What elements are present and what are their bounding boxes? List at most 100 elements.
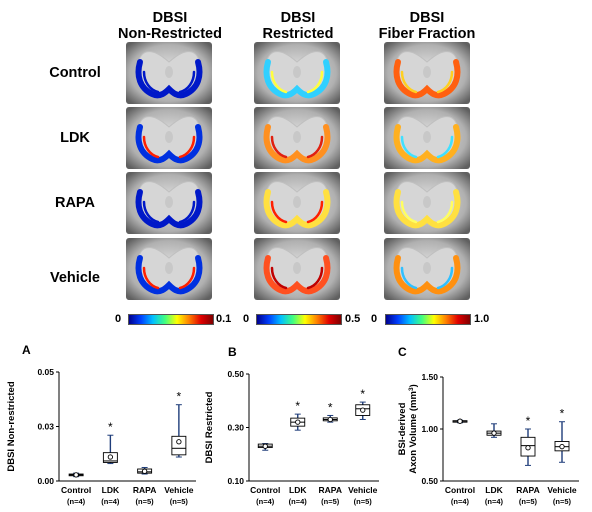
y-axis-label-line1: BSI-derived [397,402,408,455]
mri-image-tile [254,238,340,300]
colorbar-max-label: 0.5 [345,313,361,325]
y-tick-label: 1.50 [421,372,438,382]
mri-image-tile [254,172,340,234]
x-tick-label: LDK [289,485,307,495]
spinal-cord-image [254,42,340,104]
mean-marker [262,443,268,449]
x-tick-label: LDK [485,485,503,495]
column-header-restricted: DBSI Restricted [243,10,353,42]
x-tick-sublabel: (n=5) [354,497,373,506]
x-tick-label: RAPA [319,485,342,495]
mean-marker [176,439,182,445]
y-tick-label: 0.50 [421,476,438,486]
x-tick-label: Control [445,485,475,495]
x-tick-label: LDK [102,485,120,495]
x-tick-sublabel: (n=5) [553,497,572,506]
x-tick-sublabel: (n=5) [321,497,340,506]
colorbar-restricted [256,314,342,325]
y-tick-label: 0.00 [37,476,54,486]
x-tick-sublabel: (n=5) [136,497,155,506]
x-tick-sublabel: (n=4) [451,497,470,506]
colorbar-nonrestricted [128,314,214,325]
y-tick-label: 0.03 [37,422,54,432]
mean-marker [559,444,565,450]
row-label-control: Control [49,65,101,81]
row-label-rapa: RAPA [54,195,95,211]
panel-letter: B [228,345,237,359]
significance-marker: * [295,399,300,413]
x-tick-sublabel: (n=4) [101,497,120,506]
y-tick-label: 0.10 [227,476,244,486]
mri-image-tile [126,172,212,234]
x-tick-sublabel: (n=4) [485,497,504,506]
spinal-cord-image [384,107,470,169]
column-header-line2: Restricted [262,26,334,42]
spinal-cord-image [254,172,340,234]
x-tick-label: Control [250,485,280,495]
mean-marker [73,472,79,478]
panel-letter: A [22,343,31,357]
column-header-line2: Fiber Fraction [378,26,476,42]
mri-image-tile [254,42,340,104]
column-header-line1: DBSI [409,10,445,26]
colorbar-max-label: 0.1 [216,313,232,325]
significance-marker: * [108,420,113,434]
mean-marker [457,418,463,424]
mri-image-tile [384,238,470,300]
colorbar-min-label: 0 [371,313,378,325]
spinal-cord-image [126,172,212,234]
x-tick-label: Control [61,485,91,495]
mri-image-tile [384,107,470,169]
x-tick-sublabel: (n=4) [289,497,308,506]
spinal-cord-image [126,107,212,169]
colorbar-fiber [385,314,471,325]
significance-marker: * [328,400,333,414]
colorbar-min-label: 0 [115,313,122,325]
x-tick-sublabel: (n=4) [256,497,275,506]
y-tick-label: 1.00 [421,424,438,434]
spinal-cord-image [384,238,470,300]
mri-image-tile [126,238,212,300]
x-tick-sublabel: (n=5) [519,497,538,506]
mri-image-tile [126,42,212,104]
spinal-cord-image [126,42,212,104]
x-tick-label: Vehicle [547,485,577,495]
significance-marker: * [360,387,365,401]
column-header-line1: DBSI [280,10,316,26]
row-label-vehicle: Vehicle [50,270,100,286]
mean-marker [141,468,148,474]
y-axis-label: DBSI Restricted [204,391,215,463]
significance-marker: * [560,407,565,421]
significance-marker: * [526,414,531,428]
y-tick-label: 0.05 [37,367,54,377]
y-axis-label-line2: Axon Volume (mm3) [408,384,420,474]
spinal-cord-image [384,42,470,104]
spinal-cord-image [254,238,340,300]
mean-marker [525,445,531,451]
y-tick-label: 0.50 [227,369,244,379]
colorbar-max-label: 1.0 [474,313,490,325]
colorbar-min-label: 0 [243,313,250,325]
x-tick-label: RAPA [516,485,539,495]
significance-marker: * [177,390,182,404]
x-tick-label: Vehicle [348,485,378,495]
mean-marker [295,419,301,425]
y-axis-label: DBSI Non-restricted [6,381,17,471]
mean-marker [360,407,366,413]
mri-image-tile [126,107,212,169]
mean-marker [327,416,333,423]
column-header-fiber: DBSI Fiber Fraction [372,10,482,42]
column-header-line1: DBSI [152,10,188,26]
box [171,435,187,456]
column-header-line2: Non-Restricted [118,26,222,42]
x-tick-sublabel: (n=4) [67,497,86,506]
mri-image-tile [254,107,340,169]
mean-marker [107,454,114,460]
mri-image-tile [384,172,470,234]
spinal-cord-image [126,238,212,300]
spinal-cord-image [384,172,470,234]
row-label-ldk: LDK [60,130,90,146]
mean-marker [491,430,497,436]
x-tick-label: RAPA [133,485,156,495]
